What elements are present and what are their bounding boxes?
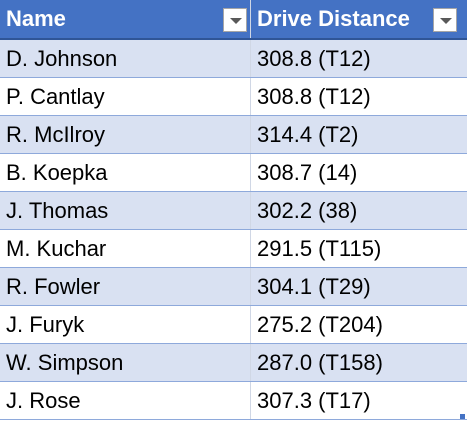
distance-cell: 287.0 (T158) <box>257 349 383 375</box>
header-cell: Name <box>0 0 251 38</box>
name-cell: D. Johnson <box>0 40 251 77</box>
resize-handle[interactable] <box>460 414 465 419</box>
table-row: J. Furyk 275.2 (T204) <box>0 306 467 344</box>
name-cell: B. Koepka <box>0 154 251 191</box>
table-row: D. Johnson 308.8 (T12) <box>0 40 467 78</box>
distance-cell: 291.5 (T115) <box>257 235 382 261</box>
table-row: R. McIlroy 314.4 (T2) <box>0 116 467 154</box>
distance-cell: 302.2 (38) <box>257 197 358 223</box>
table-row: P. Cantlay 308.8 (T12) <box>0 78 467 116</box>
table-row: B. Koepka 308.7 (14) <box>0 154 467 192</box>
name-cell: M. Kuchar <box>0 230 251 267</box>
distance-cell: 314.4 (T2) <box>257 121 359 147</box>
name-cell: R. Fowler <box>0 268 251 305</box>
name-cell: J. Rose <box>0 382 251 419</box>
name-cell: J. Thomas <box>0 192 251 229</box>
table-row: J. Thomas 302.2 (38) <box>0 192 467 230</box>
distance-cell: 275.2 (T204) <box>257 311 383 337</box>
distance-cell: 308.8 (T12) <box>257 83 371 109</box>
header-cell: Drive Distance <box>257 6 410 31</box>
filter-button[interactable] <box>433 8 457 32</box>
filter-button[interactable] <box>223 8 247 32</box>
name-cell: R. McIlroy <box>0 116 251 153</box>
table-row: R. Fowler 304.1 (T29) <box>0 268 467 306</box>
table-row: W. Simpson 287.0 (T158) <box>0 344 467 382</box>
table-row: J. Rose 307.3 (T17) <box>0 382 467 420</box>
distance-cell: 307.3 (T17) <box>257 387 371 413</box>
table-row: M. Kuchar 291.5 (T115) <box>0 230 467 268</box>
distance-cell: 308.7 (14) <box>257 159 358 185</box>
name-cell: P. Cantlay <box>0 78 251 115</box>
distance-cell: 308.8 (T12) <box>257 45 371 71</box>
distance-cell: 304.1 (T29) <box>257 273 371 299</box>
name-cell: W. Simpson <box>0 344 251 381</box>
header-row: Name Drive Distance <box>0 0 467 40</box>
name-cell: J. Furyk <box>0 306 251 343</box>
